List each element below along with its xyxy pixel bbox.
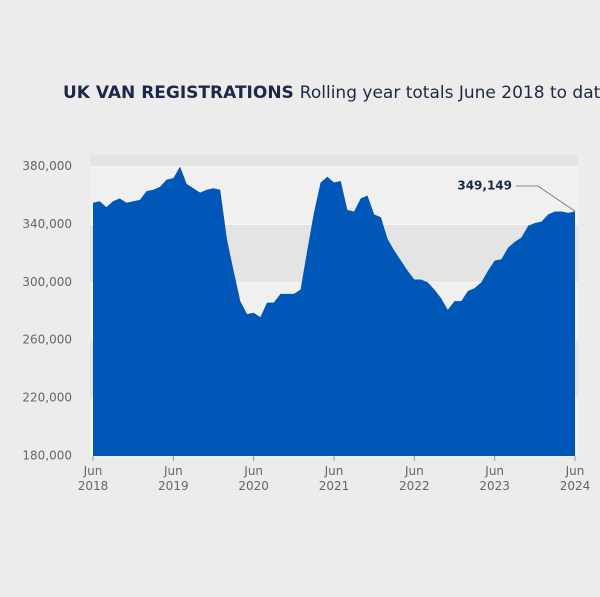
- y-tick-label: 380,000: [22, 159, 72, 173]
- chart-title: UK VAN REGISTRATIONS: [63, 83, 294, 103]
- x-tick-label: Jun 2019: [158, 464, 189, 493]
- area: [93, 166, 575, 457]
- x-tick-label: Jun 2018: [77, 464, 109, 493]
- x-tick-label: Jun 2021: [318, 464, 350, 493]
- y-tick-label: 180,000: [22, 449, 72, 463]
- y-tick-label: 300,000: [22, 275, 72, 289]
- chart-heading: UK VAN REGISTRATIONS Rolling year totals …: [63, 83, 600, 103]
- x-tick-label: Jun 2022: [399, 464, 430, 493]
- x-tick-label: Jun 2020: [238, 464, 269, 493]
- y-tick-label: 260,000: [22, 333, 72, 347]
- x-tick-label: Jun 2023: [479, 464, 510, 493]
- y-tick-label: 220,000: [22, 391, 72, 405]
- leader-line: [516, 185, 576, 212]
- y-tick-label: 340,000: [22, 217, 72, 231]
- chart-subtitle: Rolling year totals June 2018 to date: [300, 83, 600, 103]
- value-label: 349,149: [457, 179, 512, 193]
- x-tick-label: Jun 2024: [559, 464, 591, 493]
